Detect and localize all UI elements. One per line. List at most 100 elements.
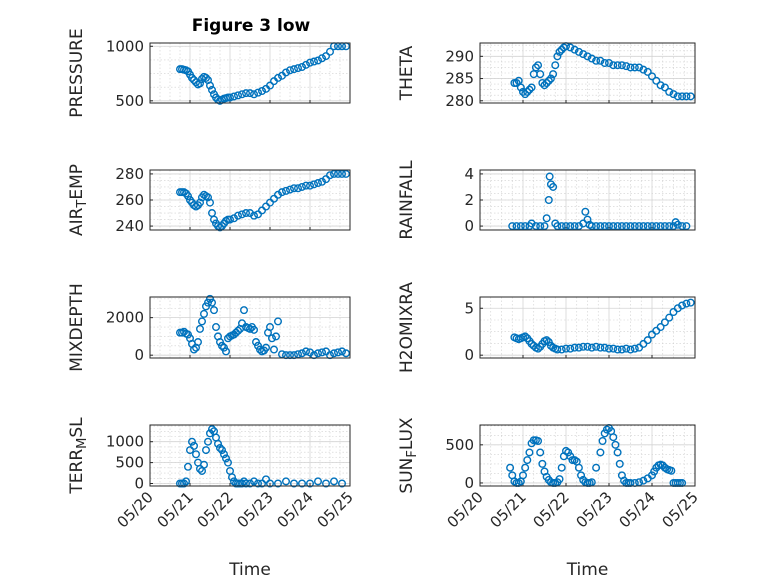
y-axis-label: RAINFALL xyxy=(397,160,417,240)
data-point xyxy=(322,52,331,61)
y-tick-label: 0 xyxy=(464,217,474,235)
series-rainfall xyxy=(508,172,691,231)
plot-area xyxy=(480,425,695,486)
data-point xyxy=(551,61,560,70)
data-point xyxy=(274,73,283,82)
data-point xyxy=(667,466,676,475)
data-point xyxy=(521,463,530,472)
x-tick-label: 05/25 xyxy=(314,488,357,531)
data-point xyxy=(605,222,614,231)
data-point xyxy=(225,93,234,102)
data-point xyxy=(523,456,532,465)
plot-area xyxy=(150,297,350,358)
data-point xyxy=(574,343,583,352)
y-tick-label: 0 xyxy=(134,346,144,364)
data-point xyxy=(540,222,549,231)
data-point xyxy=(579,50,588,59)
data-point xyxy=(314,477,323,486)
data-point xyxy=(237,479,246,488)
data-point xyxy=(592,463,601,472)
panel-mixdepth: 0 2000 MIXDEPTH xyxy=(67,283,351,372)
data-point xyxy=(233,326,242,335)
data-point xyxy=(209,306,218,315)
data-point xyxy=(294,184,303,193)
data-point xyxy=(521,222,530,231)
data-point xyxy=(544,76,553,85)
data-point xyxy=(660,222,669,231)
data-point xyxy=(298,349,307,358)
data-point xyxy=(270,345,279,354)
data-point xyxy=(274,317,283,326)
y-tick-label: 285 xyxy=(445,70,474,88)
data-point xyxy=(622,222,631,231)
data-point xyxy=(574,463,583,472)
data-point xyxy=(555,475,564,484)
data-point xyxy=(549,70,558,79)
data-point xyxy=(540,81,549,90)
data-point xyxy=(506,463,515,472)
y-tick-label: 240 xyxy=(115,217,144,235)
data-point xyxy=(306,58,315,67)
data-point xyxy=(521,332,530,341)
data-point xyxy=(253,479,262,488)
data-point xyxy=(183,192,192,201)
data-point xyxy=(592,56,601,65)
data-point xyxy=(191,450,200,459)
x-tick-label: 05/20 xyxy=(444,488,487,531)
data-point xyxy=(598,437,607,446)
data-point xyxy=(534,437,543,446)
data-point xyxy=(555,47,564,56)
data-point xyxy=(197,317,206,326)
data-point xyxy=(609,433,618,442)
data-point xyxy=(566,43,575,52)
data-point xyxy=(207,298,216,307)
y-tick-label: 280 xyxy=(445,92,474,110)
data-point xyxy=(205,429,214,438)
x-axis-label: Time xyxy=(228,560,271,580)
data-point xyxy=(272,332,281,341)
data-point xyxy=(342,169,351,178)
data-point xyxy=(665,87,674,96)
data-point xyxy=(673,92,682,101)
data-point xyxy=(583,52,592,61)
data-point xyxy=(600,59,609,68)
data-point xyxy=(338,169,347,178)
x-tick-label: 05/23 xyxy=(234,488,277,531)
data-point xyxy=(201,446,210,455)
data-point xyxy=(656,222,665,231)
data-point xyxy=(566,344,575,353)
data-point xyxy=(639,65,648,74)
data-point xyxy=(596,343,605,352)
data-point xyxy=(239,306,248,315)
data-point xyxy=(542,214,551,223)
data-point xyxy=(622,344,631,353)
x-tick-label: 05/21 xyxy=(154,488,197,531)
figure-title: Figure 3 low xyxy=(192,16,311,36)
data-point xyxy=(290,184,299,193)
y-tick-label: 2 xyxy=(464,191,474,209)
data-point xyxy=(678,301,687,310)
data-point xyxy=(310,180,319,189)
x-tick-label: 05/24 xyxy=(274,488,317,531)
data-point xyxy=(207,85,216,94)
data-point xyxy=(652,76,661,85)
data-point xyxy=(326,47,335,56)
y-tick-label: 0 xyxy=(134,474,144,492)
data-point xyxy=(531,222,540,231)
data-point xyxy=(544,195,553,204)
data-point xyxy=(635,63,644,72)
data-point xyxy=(579,342,588,351)
x-tick-label: 05/23 xyxy=(573,488,616,531)
y-tick-label: 500 xyxy=(115,454,144,472)
data-point xyxy=(290,65,299,74)
data-point xyxy=(508,222,517,231)
data-point xyxy=(258,86,267,95)
data-point xyxy=(334,169,343,178)
data-point xyxy=(233,211,242,220)
data-point xyxy=(249,211,258,220)
data-point xyxy=(643,336,652,345)
data-point xyxy=(609,222,618,231)
x-tick-label: 05/21 xyxy=(487,488,530,531)
